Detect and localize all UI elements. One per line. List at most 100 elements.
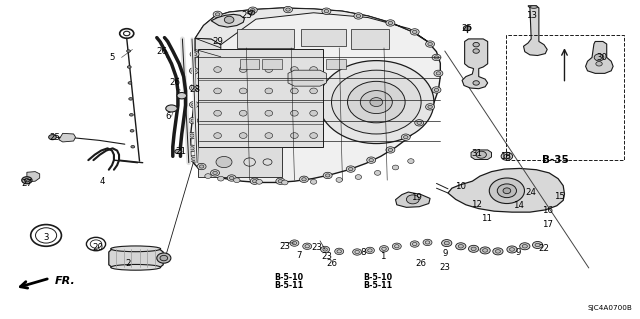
Text: 28: 28 xyxy=(189,85,201,94)
Ellipse shape xyxy=(211,170,220,176)
Ellipse shape xyxy=(434,70,443,77)
Bar xyxy=(351,29,389,49)
Text: 23: 23 xyxy=(279,242,291,251)
Ellipse shape xyxy=(300,176,308,182)
Ellipse shape xyxy=(282,180,288,185)
Ellipse shape xyxy=(468,245,479,252)
Ellipse shape xyxy=(191,103,196,106)
Ellipse shape xyxy=(49,135,56,140)
Text: 23: 23 xyxy=(311,243,323,252)
Text: 23: 23 xyxy=(321,252,332,261)
Text: 29: 29 xyxy=(212,37,223,46)
Ellipse shape xyxy=(432,54,441,61)
Ellipse shape xyxy=(522,245,527,248)
Polygon shape xyxy=(59,133,76,142)
Ellipse shape xyxy=(471,247,476,251)
Ellipse shape xyxy=(367,157,376,163)
Text: B-5-11: B-5-11 xyxy=(275,281,304,290)
Ellipse shape xyxy=(191,86,196,89)
Ellipse shape xyxy=(175,149,181,154)
Ellipse shape xyxy=(436,72,441,75)
Ellipse shape xyxy=(444,241,449,245)
Text: 3: 3 xyxy=(44,233,49,242)
Ellipse shape xyxy=(310,67,317,72)
Ellipse shape xyxy=(250,178,259,184)
Text: 5: 5 xyxy=(109,53,115,62)
Text: FR.: FR. xyxy=(55,276,76,286)
Ellipse shape xyxy=(234,178,240,183)
Text: 27: 27 xyxy=(21,179,33,188)
Ellipse shape xyxy=(310,179,317,184)
Ellipse shape xyxy=(489,178,525,204)
Text: 20: 20 xyxy=(92,243,104,252)
Ellipse shape xyxy=(365,247,374,254)
Ellipse shape xyxy=(189,101,198,108)
Text: 21: 21 xyxy=(175,147,187,156)
Ellipse shape xyxy=(321,246,330,253)
Ellipse shape xyxy=(303,243,312,249)
Ellipse shape xyxy=(230,176,234,180)
Ellipse shape xyxy=(310,88,317,94)
Ellipse shape xyxy=(392,165,399,170)
Ellipse shape xyxy=(310,133,317,138)
Ellipse shape xyxy=(480,247,490,254)
Ellipse shape xyxy=(428,105,433,108)
Ellipse shape xyxy=(131,145,134,148)
Ellipse shape xyxy=(215,13,220,16)
Ellipse shape xyxy=(248,11,255,15)
Ellipse shape xyxy=(284,6,292,13)
Text: B-5-10: B-5-10 xyxy=(363,273,392,282)
Ellipse shape xyxy=(473,81,479,85)
Ellipse shape xyxy=(205,174,211,179)
Bar xyxy=(198,49,323,147)
Ellipse shape xyxy=(346,166,355,172)
Ellipse shape xyxy=(348,81,405,123)
Text: 15: 15 xyxy=(554,192,566,201)
Ellipse shape xyxy=(530,6,538,8)
Ellipse shape xyxy=(189,134,195,137)
Ellipse shape xyxy=(410,29,419,35)
Text: 23: 23 xyxy=(439,263,451,272)
Polygon shape xyxy=(109,249,163,267)
Ellipse shape xyxy=(227,175,236,181)
Ellipse shape xyxy=(392,243,401,249)
Text: 17: 17 xyxy=(541,220,553,229)
Ellipse shape xyxy=(426,41,435,47)
Ellipse shape xyxy=(190,51,199,57)
Ellipse shape xyxy=(386,147,395,153)
Ellipse shape xyxy=(291,88,298,94)
Ellipse shape xyxy=(218,176,224,181)
Bar xyxy=(262,59,282,69)
Ellipse shape xyxy=(380,246,388,252)
Ellipse shape xyxy=(417,121,422,124)
Ellipse shape xyxy=(111,264,161,270)
Ellipse shape xyxy=(495,249,500,253)
Ellipse shape xyxy=(22,177,32,184)
Ellipse shape xyxy=(111,246,161,252)
Ellipse shape xyxy=(310,110,317,116)
Polygon shape xyxy=(191,8,440,182)
Text: 25: 25 xyxy=(241,11,252,20)
Text: 7: 7 xyxy=(297,251,302,260)
Ellipse shape xyxy=(188,145,196,152)
Text: 14: 14 xyxy=(513,201,524,210)
Ellipse shape xyxy=(276,178,285,184)
Ellipse shape xyxy=(428,42,433,46)
Ellipse shape xyxy=(189,156,198,162)
Text: 26: 26 xyxy=(326,259,337,268)
Ellipse shape xyxy=(127,50,131,52)
Ellipse shape xyxy=(323,172,332,179)
Ellipse shape xyxy=(24,179,29,182)
Text: 26: 26 xyxy=(169,78,180,87)
Ellipse shape xyxy=(197,163,206,170)
Ellipse shape xyxy=(239,133,247,138)
Polygon shape xyxy=(586,41,613,73)
Ellipse shape xyxy=(192,53,197,56)
Ellipse shape xyxy=(248,7,257,13)
Ellipse shape xyxy=(177,93,187,99)
Polygon shape xyxy=(462,39,488,89)
Ellipse shape xyxy=(191,69,196,72)
Ellipse shape xyxy=(129,114,133,116)
Ellipse shape xyxy=(432,87,441,93)
Text: 4: 4 xyxy=(100,177,105,186)
